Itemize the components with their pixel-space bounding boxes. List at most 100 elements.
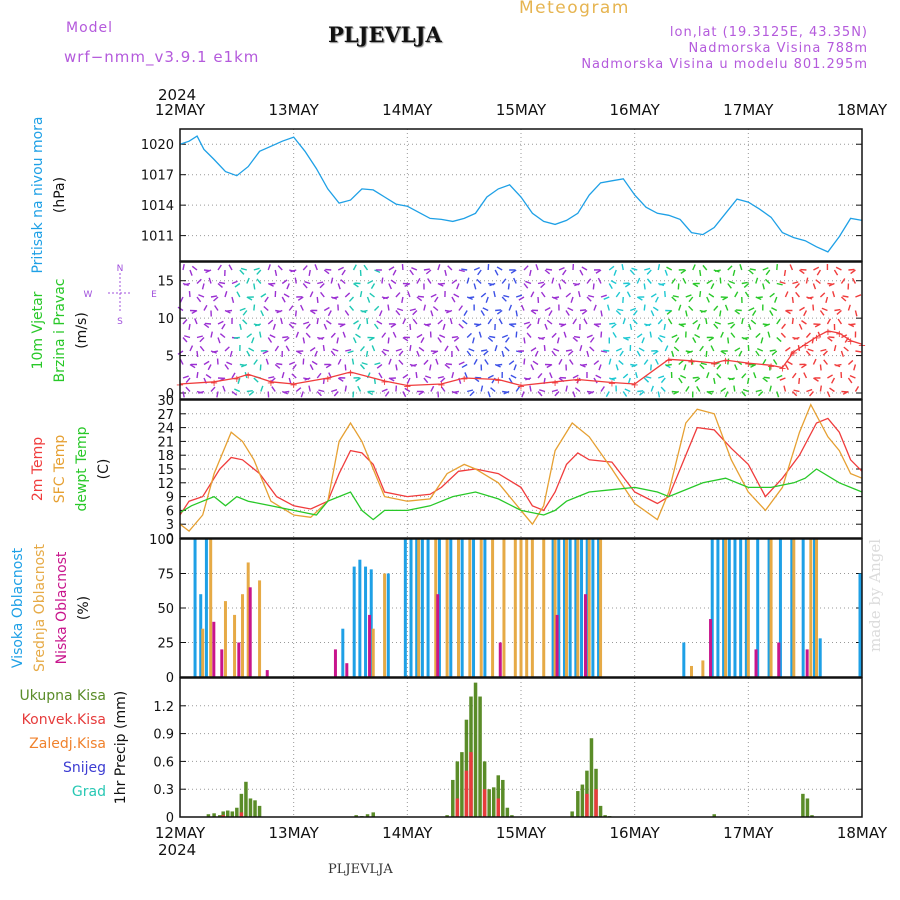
wind-vector (333, 391, 339, 397)
wind-vector (323, 306, 330, 312)
bar (754, 649, 758, 677)
wind-vector (442, 323, 446, 330)
wind-vector (182, 375, 189, 379)
wind-vector (769, 292, 775, 298)
wind-vector (344, 310, 350, 316)
wind-vector (706, 372, 710, 379)
wind-vector (423, 377, 429, 384)
wind-vector (416, 296, 423, 302)
wind-vector (774, 296, 778, 303)
wind-vector (224, 309, 231, 314)
bar (682, 642, 686, 677)
bar (345, 663, 349, 677)
wind-vector (829, 387, 835, 393)
bar (530, 539, 534, 677)
wind-vector (480, 385, 484, 392)
wind-vector (567, 307, 574, 312)
wind-vector (848, 323, 855, 328)
bar (426, 539, 430, 677)
wind-vector (666, 309, 673, 315)
wind-speed-marker: + (687, 357, 695, 368)
y-tick-label: 1017 (141, 169, 174, 184)
wind-vector (727, 337, 730, 344)
bar (386, 573, 390, 677)
wind-vector (705, 350, 708, 358)
wind-vector (453, 293, 460, 298)
wind-vector (242, 310, 248, 316)
wind-vector (352, 391, 355, 398)
y-tick-label: 21 (157, 435, 174, 450)
wind-vector (239, 269, 245, 275)
y-tick-label: 5 (166, 350, 174, 365)
wind-vector (359, 346, 365, 352)
wind-vector (468, 296, 475, 299)
wind-vector (779, 377, 786, 381)
wind-vector (342, 331, 346, 338)
wind-vector (344, 385, 347, 392)
wind-vector-band (461, 263, 523, 398)
wind-vector (755, 350, 760, 357)
wind-vector (281, 279, 288, 285)
wind-vector (409, 323, 412, 331)
wind-vector (253, 304, 256, 311)
wind-vector (210, 295, 218, 298)
wind-vector (201, 283, 205, 290)
bar (473, 682, 478, 817)
wind-vector (803, 372, 808, 379)
wind-vector (816, 269, 822, 276)
wind-vector (288, 323, 294, 329)
series-convective (221, 752, 598, 817)
wind-vector (196, 350, 199, 358)
wind-vector (507, 283, 510, 290)
series-line-t2m (179, 330, 863, 387)
wind-vector (210, 331, 213, 338)
wind-vector (466, 277, 470, 284)
wind-vector (807, 296, 814, 299)
y-tick-label: 0.9 (153, 728, 174, 743)
wind-vector (706, 390, 713, 395)
wind-vector (359, 290, 363, 298)
wind-speed-marker: + (517, 382, 525, 393)
wind-vector (606, 304, 610, 311)
wind-vector (489, 335, 496, 339)
wind-vector (700, 362, 707, 366)
bar (445, 539, 449, 677)
wind-vector (851, 277, 857, 284)
bar (478, 696, 482, 817)
wind-vector (416, 333, 423, 339)
wind-vector (645, 376, 652, 379)
wind-vector (850, 269, 856, 275)
wind-vector (593, 323, 600, 328)
series-line-t2m (179, 417, 863, 516)
wind-vector (742, 388, 749, 393)
bar (451, 779, 455, 817)
year-label-top: 2024 (158, 86, 196, 104)
wind-vector (466, 389, 474, 393)
wind-vector (574, 282, 581, 287)
wind-vector (395, 292, 401, 298)
wind-vector (600, 386, 605, 392)
wind-vector (387, 304, 390, 311)
wind-vector (794, 283, 800, 289)
bar (501, 779, 505, 817)
wind-vector (357, 323, 362, 330)
wind-vector (544, 269, 551, 275)
bar (710, 539, 714, 677)
wind-vector (205, 373, 212, 379)
wind-vector (805, 277, 809, 284)
wind-vector (764, 278, 771, 285)
wind-vector (720, 387, 727, 393)
wind-vector (390, 323, 397, 328)
wind-vector (381, 332, 387, 338)
wind-vector (741, 391, 747, 397)
wind-vector (671, 278, 676, 284)
wind-vector (374, 305, 380, 311)
wind-vector (631, 267, 638, 271)
wind-vector (402, 336, 409, 342)
wind-vector (611, 323, 617, 329)
wind-vector (438, 282, 445, 285)
wind-vector (577, 291, 581, 298)
wind-vector (853, 364, 857, 371)
wind-vector (274, 345, 280, 352)
wind-vector (692, 376, 699, 379)
